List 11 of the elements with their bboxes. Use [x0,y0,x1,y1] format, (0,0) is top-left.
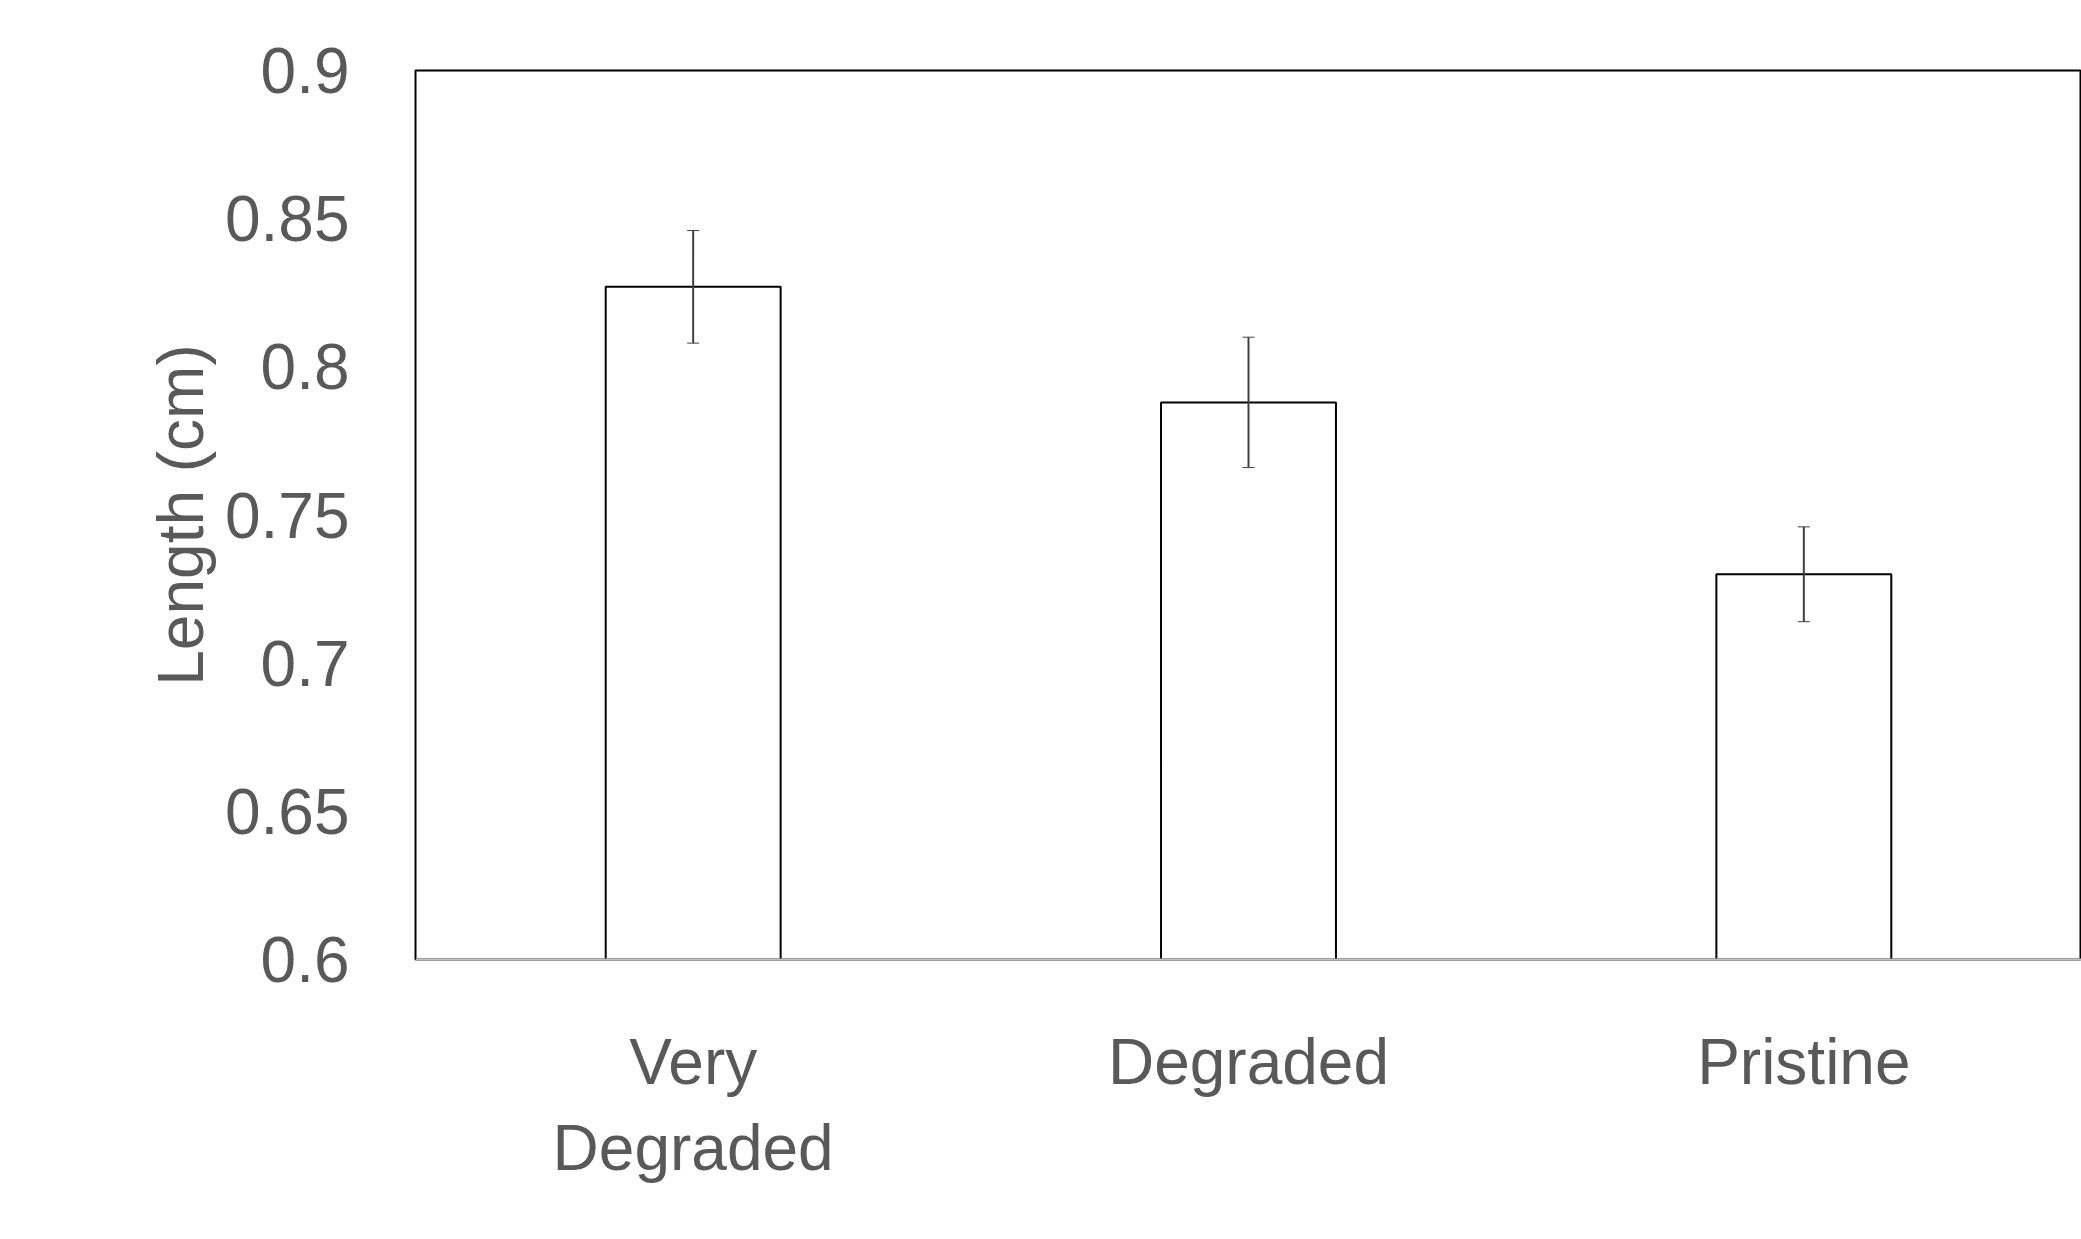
y-tick-label: 0.65 [224,775,350,848]
x-tick-label: Very Degraded [552,1025,834,1184]
y-axis-title: Length (cm) [144,344,217,686]
y-tick-label: 0.75 [224,479,350,552]
y-tick-label: 0.8 [260,331,350,404]
x-tick-label: Degraded [1107,1025,1390,1098]
y-tick-label: 0.85 [224,183,350,256]
x-tick-label: Pristine [1697,1025,1911,1098]
y-tick-label: 0.9 [260,35,350,107]
y-tick-label: 0.6 [260,924,350,996]
y-tick-label: 0.7 [260,627,350,700]
